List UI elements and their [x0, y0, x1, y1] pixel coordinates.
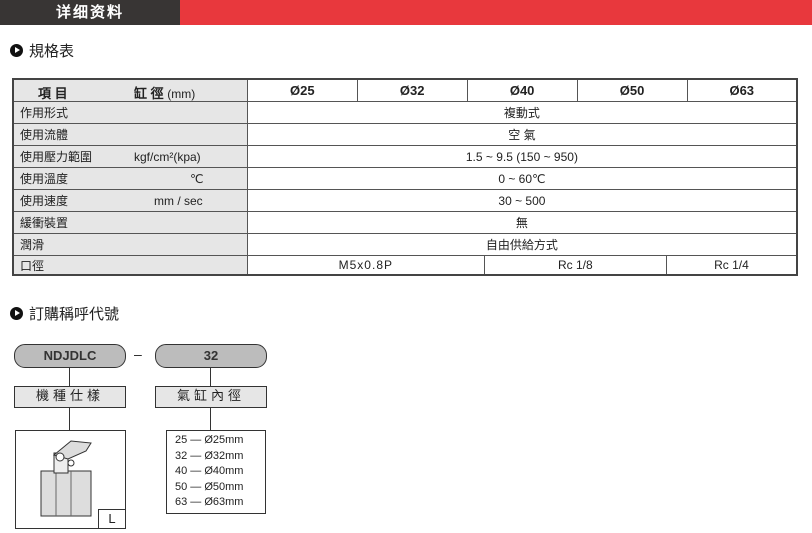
size-col: Ø63: [686, 78, 798, 102]
header-bar: 详细资料: [0, 0, 812, 25]
row-label: 使用速度: [20, 194, 69, 208]
model-code: NDJDLC: [14, 344, 126, 368]
bore-option: 50 — Ø50mm: [175, 480, 244, 493]
row-value: 0 ~ 60℃: [246, 167, 798, 190]
size-col: Ø32: [356, 78, 468, 102]
spec-section-heading: 規格表: [10, 40, 74, 61]
bore-option: 25 — Ø25mm: [175, 434, 244, 446]
table-row: 使用流體 空 氣: [12, 123, 798, 146]
connector-line: [210, 407, 211, 430]
bore-options-list: 25 — Ø25mm 32 — Ø32mm 40 — Ø40mm 50 — Ø5…: [166, 430, 266, 514]
row-unit: kgf/cm²(kpa): [134, 150, 201, 164]
spec-table: 項 目缸 徑 (mm) Ø25 Ø32 Ø40 Ø50 Ø63 作用形式 複動式 …: [12, 78, 798, 276]
bore-header: 缸 徑 (mm): [134, 86, 196, 101]
cylinder-image: L: [15, 430, 126, 529]
item-header: 項 目: [38, 86, 68, 101]
play-circle-icon: [10, 44, 23, 57]
row-value: 自由供給方式: [246, 233, 798, 256]
table-row-port: 口徑 M5x0.8P Rc 1/8 Rc 1/4: [12, 255, 798, 276]
model-label: 機種仕樣: [14, 386, 126, 408]
bore-label: 氣缸內徑: [155, 386, 267, 408]
dash: –: [134, 346, 142, 362]
order-title: 訂購稱呼代號: [29, 305, 120, 323]
row-label: 口徑: [20, 258, 45, 273]
connector-line: [69, 407, 70, 430]
row-value: 空 氣: [246, 123, 798, 146]
row-value: 複動式: [246, 101, 798, 124]
table-header: 項 目 缸 徑 (mm) Ø25 Ø32 Ø40 Ø50 Ø63: [12, 78, 798, 102]
table-row: 使用壓力範圍 kgf/cm²(kpa) 1.5 ~ 9.5 (150 ~ 950): [12, 145, 798, 168]
port-value: Rc 1/8: [485, 256, 667, 274]
row-label: 使用流體: [20, 128, 69, 142]
table-row: 緩衝裝置 無: [12, 211, 798, 234]
size-col: Ø25: [246, 78, 358, 102]
bore-option: 40 — Ø40mm: [175, 465, 244, 477]
bore-option: 32 — Ø32mm: [175, 449, 244, 462]
table-row: 作用形式 複動式: [12, 101, 798, 124]
header-title: 详细资料: [0, 0, 180, 25]
connector-line: [210, 367, 211, 386]
port-value: M5x0.8P: [248, 256, 485, 274]
bore-option: 63 — Ø63mm: [175, 496, 244, 508]
row-label: 潤滑: [20, 238, 45, 252]
row-value: 1.5 ~ 9.5 (150 ~ 950): [246, 145, 798, 168]
table-row: 潤滑 自由供給方式: [12, 233, 798, 256]
row-label: 使用溫度: [20, 172, 69, 186]
row-label: 緩衝裝置: [20, 216, 69, 230]
row-value: 30 ~ 500: [246, 189, 798, 212]
order-section-heading: 訂購稱呼代號: [10, 303, 119, 324]
row-label: 作用形式: [20, 106, 69, 120]
size-col: Ø50: [576, 78, 688, 102]
row-value: 無: [246, 211, 798, 234]
size-col: Ø40: [466, 78, 578, 102]
table-row: 使用溫度 ℃ 0 ~ 60℃: [12, 167, 798, 190]
row-unit: ℃: [190, 172, 204, 186]
connector-line: [69, 367, 70, 386]
bore-code: 32: [155, 344, 267, 368]
row-unit: mm / sec: [154, 194, 203, 208]
clamp-cylinder-icon: [40, 440, 92, 517]
table-row: 使用速度 mm / sec 30 ~ 500: [12, 189, 798, 212]
play-circle-icon: [10, 307, 23, 320]
spec-title: 規格表: [29, 42, 75, 60]
type-label: L: [98, 509, 125, 528]
port-value: Rc 1/4: [714, 258, 749, 272]
row-label: 使用壓力範圍: [20, 150, 93, 164]
